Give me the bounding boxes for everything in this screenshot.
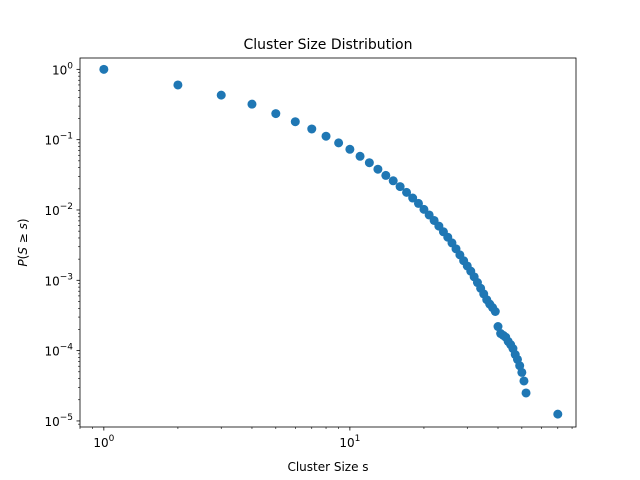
x-axis-ticks: 100 101: [79, 427, 573, 450]
data-point: [216, 90, 226, 100]
data-point: [247, 99, 257, 109]
data-point: [381, 170, 391, 180]
data-point: [517, 367, 527, 377]
y-axis-ticks: 10−5 10−4 10−3 10−2 10−1 100: [44, 61, 80, 429]
data-point: [395, 182, 405, 192]
x-tick-label: 100: [93, 434, 114, 450]
y-label-s-upper: S: [16, 247, 30, 255]
data-point: [173, 80, 183, 90]
data-point: [493, 322, 503, 332]
y-axis-label: P(S ≥ s): [16, 218, 30, 266]
data-point: [402, 187, 412, 197]
plot-frame: [79, 57, 577, 428]
data-point: [99, 64, 109, 74]
data-point: [364, 158, 374, 168]
y-tick-label: 10−4: [44, 343, 73, 359]
chart-title: Cluster Size Distribution: [243, 37, 412, 53]
data-point: [408, 193, 418, 203]
data-point: [521, 388, 531, 398]
data-point: [345, 144, 355, 154]
y-tick-label: 10−2: [44, 202, 73, 218]
y-label-s-lower: s: [16, 223, 30, 229]
data-point: [355, 151, 365, 161]
data-point: [413, 198, 423, 208]
y-tick-label: 10−1: [44, 132, 73, 148]
data-point: [553, 409, 563, 419]
y-label-p: P: [16, 259, 30, 267]
data-point: [321, 131, 331, 141]
y-label-close: ): [16, 218, 30, 223]
data-points: [99, 64, 563, 419]
y-tick-label: 10−5: [44, 413, 73, 429]
y-label-geq: ≥: [16, 229, 30, 247]
data-point: [519, 376, 529, 386]
data-point: [490, 307, 500, 316]
x-tick-label: 101: [339, 434, 360, 450]
y-tick-label: 10−3: [44, 272, 73, 288]
data-point: [307, 124, 317, 134]
y-label-open: (: [16, 255, 30, 260]
data-point: [388, 176, 398, 186]
data-point: [271, 109, 281, 119]
y-tick-label: 100: [52, 61, 73, 77]
data-point: [373, 164, 383, 174]
x-axis-label: Cluster Size s: [287, 460, 368, 474]
data-point: [290, 117, 300, 127]
data-point: [334, 138, 344, 148]
